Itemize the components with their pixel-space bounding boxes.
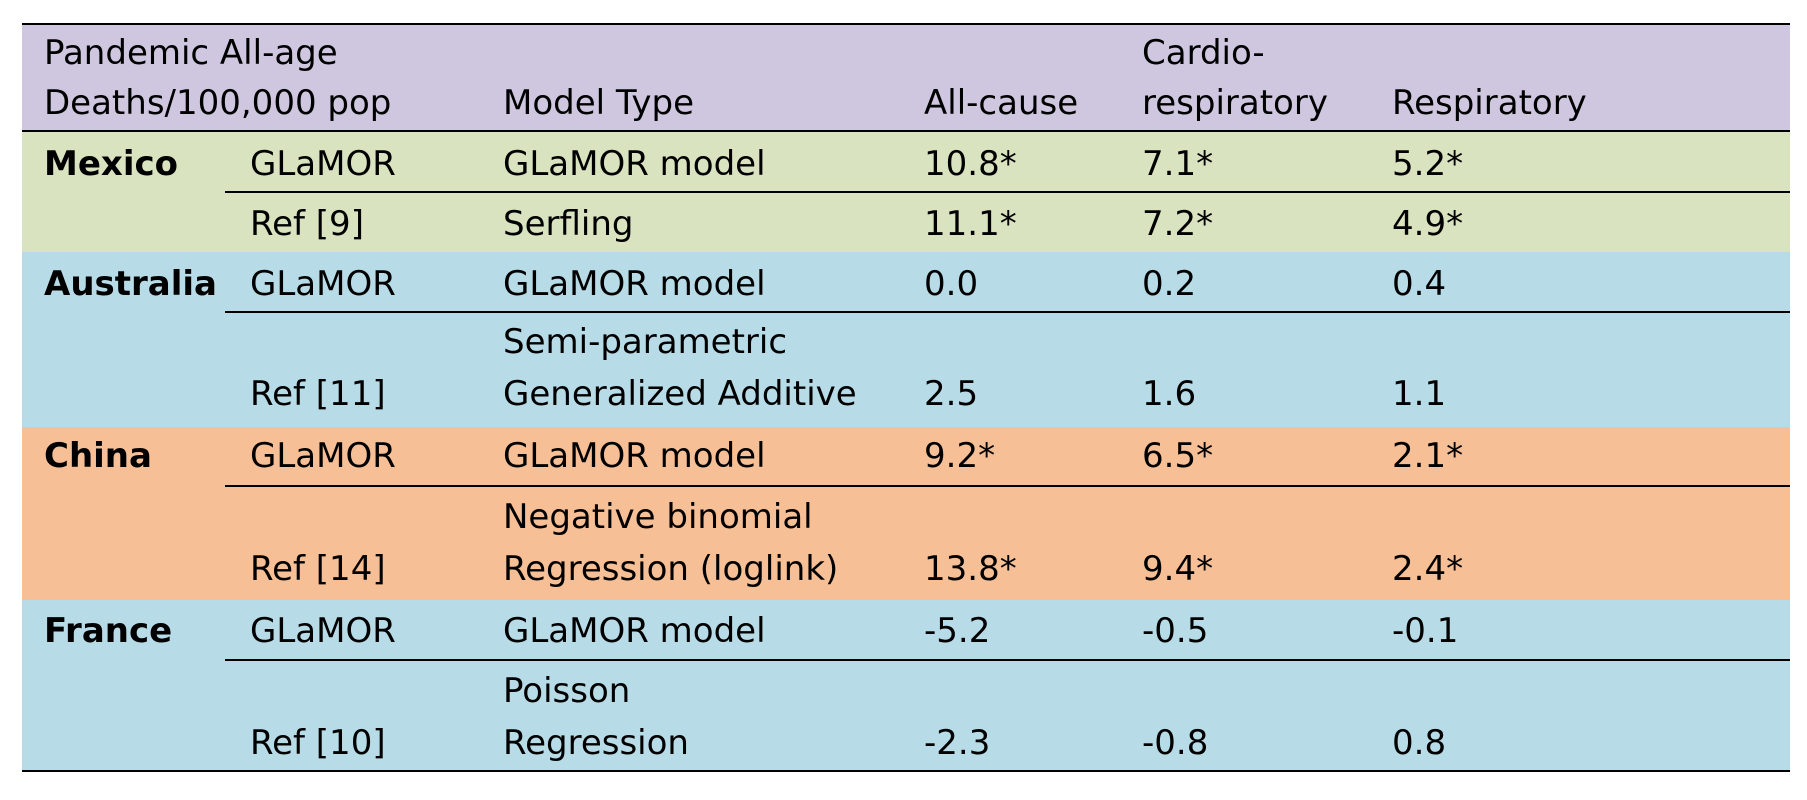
cardio-cell: 0.2	[1142, 264, 1197, 304]
model-cell-line1: Poisson	[503, 671, 631, 711]
header-col1-line1: Pandemic All-age	[44, 33, 338, 73]
model-cell: GLaMOR model	[503, 264, 766, 304]
all-cause-cell: 2.5	[924, 374, 979, 414]
resp-cell: 2.1*	[1392, 436, 1464, 476]
france-band	[22, 600, 1790, 772]
resp-cell: 0.4	[1392, 264, 1447, 304]
resp-cell: 4.9*	[1392, 204, 1464, 244]
cardio-cell: -0.5	[1142, 611, 1209, 651]
resp-cell: 2.4*	[1392, 549, 1464, 589]
source-cell: Ref [14]	[250, 549, 386, 589]
model-cell: Regression	[503, 723, 689, 763]
header-rule	[22, 130, 1790, 132]
country-name-france: France	[44, 611, 173, 651]
top-rule	[22, 23, 1790, 25]
model-cell: Regression (loglink)	[503, 549, 839, 589]
results-table: Pandemic All-age Deaths/100,000 pop Mode…	[22, 23, 1790, 772]
france-inner-rule	[225, 659, 1790, 661]
header-col1-line2: Deaths/100,000 pop	[44, 83, 392, 123]
china-inner-rule	[225, 485, 1790, 487]
model-cell: Serfling	[503, 204, 634, 244]
source-cell: Ref [10]	[250, 723, 386, 763]
cardio-cell: 1.6	[1142, 374, 1197, 414]
source-cell: Ref [11]	[250, 374, 386, 414]
cardio-cell: -0.8	[1142, 723, 1209, 763]
model-cell-line1: Negative binomial	[503, 497, 813, 537]
country-name-china: China	[44, 436, 152, 476]
model-cell: Generalized Additive	[503, 374, 857, 414]
all-cause-cell: 9.2*	[924, 436, 996, 476]
header-all-cause: All-cause	[924, 83, 1079, 123]
source-cell: GLaMOR	[250, 144, 396, 184]
all-cause-cell: -5.2	[924, 611, 991, 651]
mexico-inner-rule	[225, 191, 1790, 193]
cardio-cell: 7.2*	[1142, 204, 1214, 244]
all-cause-cell: 11.1*	[924, 204, 1017, 244]
all-cause-cell: -2.3	[924, 723, 991, 763]
source-cell: GLaMOR	[250, 264, 396, 304]
country-name-mexico: Mexico	[44, 144, 178, 184]
country-name-australia: Australia	[44, 264, 217, 304]
model-cell: GLaMOR model	[503, 144, 766, 184]
header-band	[22, 23, 1790, 131]
source-cell: Ref [9]	[250, 204, 364, 244]
bottom-rule	[22, 770, 1790, 772]
model-cell-line1: Semi-parametric	[503, 322, 788, 362]
resp-cell: 1.1	[1392, 374, 1447, 414]
australia-band	[22, 252, 1790, 427]
all-cause-cell: 0.0	[924, 264, 979, 304]
australia-inner-rule	[225, 311, 1790, 313]
header-cardio-line1: Cardio-	[1142, 33, 1265, 73]
resp-cell: 0.8	[1392, 723, 1447, 763]
header-cardio-line2: respiratory	[1142, 83, 1328, 123]
source-cell: GLaMOR	[250, 611, 396, 651]
resp-cell: -0.1	[1392, 611, 1459, 651]
cardio-cell: 6.5*	[1142, 436, 1214, 476]
china-band	[22, 427, 1790, 600]
cardio-cell: 7.1*	[1142, 144, 1214, 184]
model-cell: GLaMOR model	[503, 611, 766, 651]
resp-cell: 5.2*	[1392, 144, 1464, 184]
source-cell: GLaMOR	[250, 436, 396, 476]
header-respiratory: Respiratory	[1392, 83, 1587, 123]
header-model-type: Model Type	[503, 83, 694, 123]
all-cause-cell: 13.8*	[924, 549, 1017, 589]
model-cell: GLaMOR model	[503, 436, 766, 476]
cardio-cell: 9.4*	[1142, 549, 1214, 589]
all-cause-cell: 10.8*	[924, 144, 1017, 184]
